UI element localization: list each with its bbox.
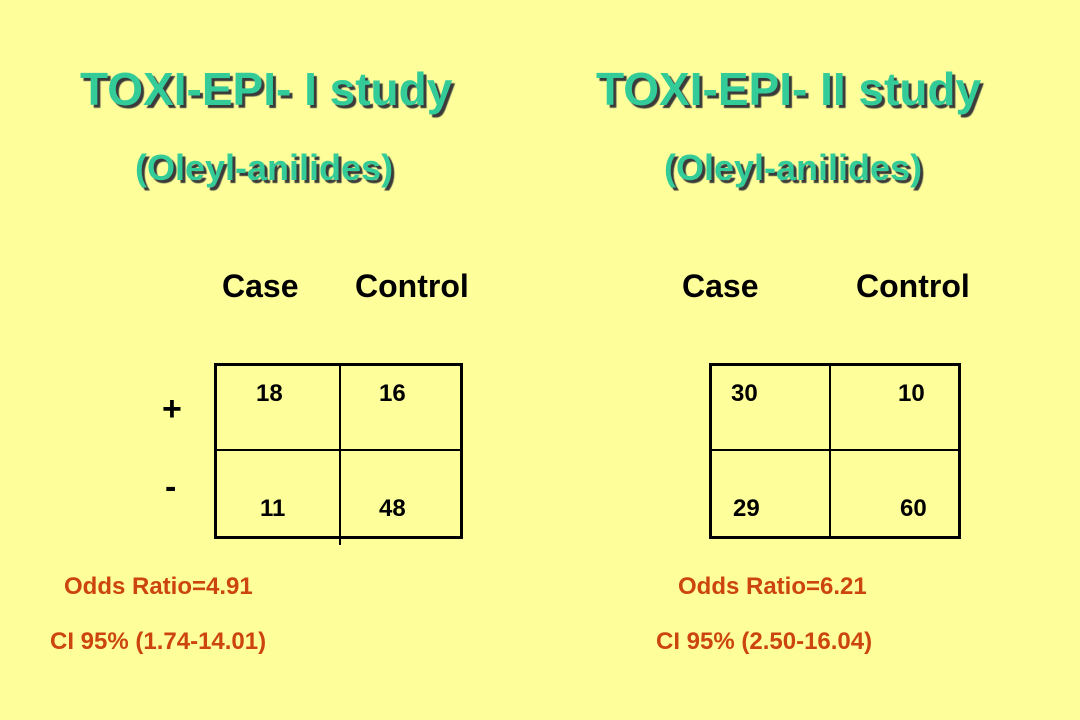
study1-odds-ratio: Odds Ratio=4.91 (64, 573, 253, 600)
study1-title: TOXI-EPI- I study (80, 63, 453, 115)
study1-cell-plus-case: 18 (256, 380, 283, 407)
row-plus-label: + (162, 390, 182, 428)
study2-subtitle: (Oleyl-anilides) (664, 147, 923, 188)
study2-cell-plus-case: 30 (731, 380, 758, 407)
study2-table (709, 363, 961, 539)
study1-table-divider-horizontal (216, 449, 461, 451)
study2-cell-minus-case: 29 (733, 495, 760, 522)
study1-cell-plus-control: 16 (379, 380, 406, 407)
study2-table-divider-horizontal (711, 449, 959, 451)
study1-table (214, 363, 463, 539)
study2-odds-ratio: Odds Ratio=6.21 (678, 573, 867, 600)
study1-case-header: Case (222, 268, 299, 304)
study1-cell-minus-control: 48 (379, 495, 406, 522)
study1-control-header: Control (355, 268, 469, 304)
study1-subtitle: (Oleyl-anilides) (135, 147, 394, 188)
study2-table-divider-vertical (829, 365, 831, 537)
study2-cell-minus-control: 60 (900, 495, 927, 522)
study1-cell-minus-case: 11 (260, 495, 286, 522)
study2-title: TOXI-EPI- II study (596, 63, 982, 115)
study2-control-header: Control (856, 268, 970, 304)
study2-cell-plus-control: 10 (898, 380, 925, 407)
study1-confidence-interval: CI 95% (1.74-14.01) (50, 628, 267, 655)
study1-table-divider-vertical (339, 365, 341, 545)
study2-case-header: Case (682, 268, 759, 304)
study2-confidence-interval: CI 95% (2.50-16.04) (656, 628, 873, 655)
row-minus-label: - (165, 468, 177, 506)
